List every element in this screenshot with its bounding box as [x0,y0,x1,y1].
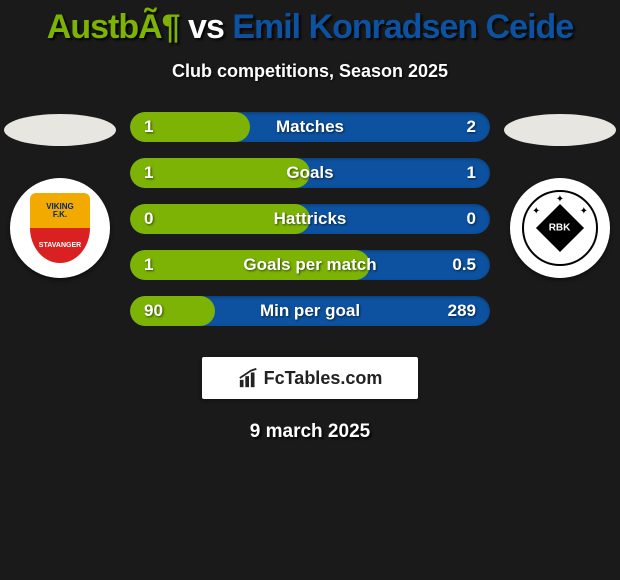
chart-icon [238,367,260,389]
rbk-diamond: RBK [536,204,584,252]
stat-right-value: 0.5 [452,255,476,275]
stat-right-value: 2 [467,117,476,137]
header: AustbÃ¶ vs Emil Konradsen Ceide Club com… [0,0,620,82]
rbk-leaf-icon: ✦ [580,206,588,217]
date-label: 9 march 2025 [0,421,620,443]
stat-row: 1Goals per match0.5 [130,250,490,280]
brand-badge[interactable]: FcTables.com [202,357,418,399]
stat-label: Goals per match [130,255,490,275]
page-title: AustbÃ¶ vs Emil Konradsen Ceide [0,8,620,47]
stats-list: 1Matches21Goals10Hattricks01Goals per ma… [130,112,490,326]
player-head-ellipse-left [4,114,116,146]
stat-label: Min per goal [130,301,490,321]
left-player-column: VIKING F.K. STAVANGER [0,112,120,337]
stat-right-value: 289 [448,301,476,321]
club-logo-left: VIKING F.K. STAVANGER [10,178,110,278]
rbk-badge: ✦ ✦ ✦ RBK [522,190,598,266]
rbk-text: RBK [549,222,571,233]
vs-label: vs [188,8,224,46]
brand-text: FcTables.com [264,368,383,389]
player-head-ellipse-right [504,114,616,146]
rbk-leaf-icon: ✦ [532,206,540,217]
viking-line2: F.K. [53,211,67,219]
player-left-name: AustbÃ¶ [47,8,180,46]
stat-right-value: 1 [467,163,476,183]
stat-label: Goals [130,163,490,183]
subtitle: Club competitions, Season 2025 [0,61,620,82]
stat-right-value: 0 [467,209,476,229]
stat-row: 1Goals1 [130,158,490,188]
stat-row: 0Hattricks0 [130,204,490,234]
viking-badge-top: VIKING F.K. [30,193,90,228]
stat-label: Matches [130,117,490,137]
right-player-column: ✦ ✦ ✦ RBK [500,112,620,337]
club-logo-right: ✦ ✦ ✦ RBK [510,178,610,278]
stat-row: 1Matches2 [130,112,490,142]
stat-label: Hattricks [130,209,490,229]
viking-badge-bottom: STAVANGER [30,228,90,263]
player-right-name: Emil Konradsen Ceide [232,8,573,46]
stat-row: 90Min per goal289 [130,296,490,326]
comparison-panel: VIKING F.K. STAVANGER 1Matches21Goals10H… [0,112,620,337]
viking-badge: VIKING F.K. STAVANGER [30,193,90,263]
